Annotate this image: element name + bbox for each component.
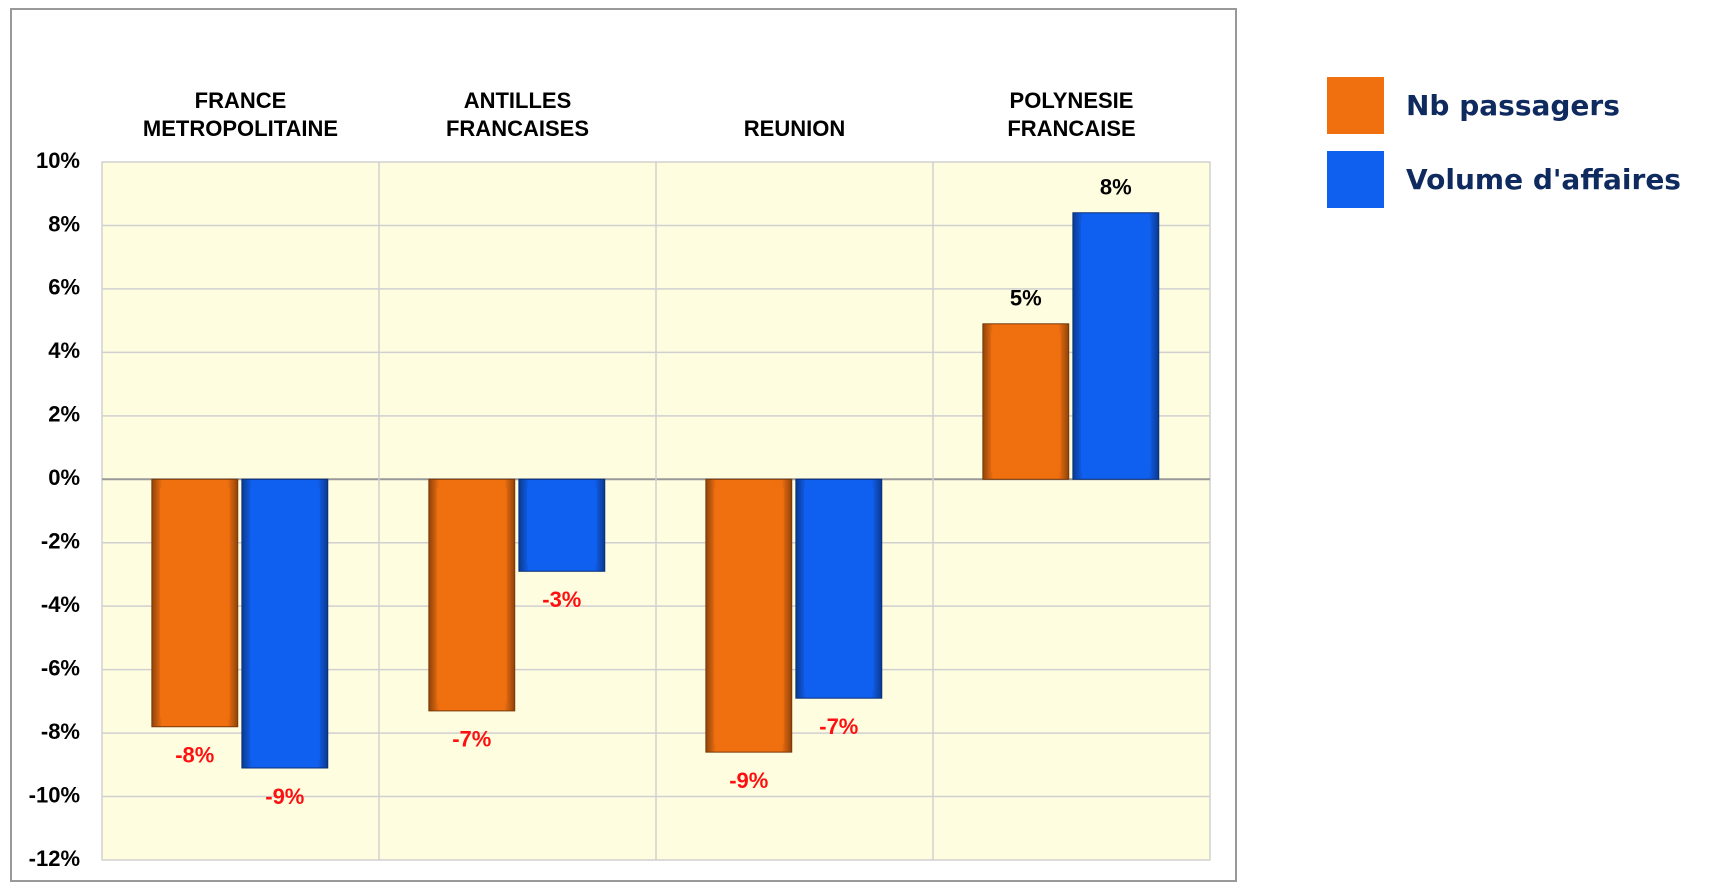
- y-tick-label: 2%: [48, 402, 80, 427]
- bar-bevel: [436, 487, 507, 703]
- value-label: -8%: [175, 743, 214, 768]
- y-tick-label: -6%: [41, 655, 80, 680]
- value-label: -3%: [542, 587, 581, 612]
- x-tick-label: FRANCE METROPOLITAINE: [143, 88, 338, 141]
- bar-bevel: [713, 487, 784, 745]
- y-tick-label: 10%: [36, 148, 80, 173]
- legend-label: Volume d'affaires: [1406, 163, 1681, 196]
- bar-bevel: [249, 487, 320, 760]
- bar-bevel: [803, 487, 874, 691]
- y-tick-label: -2%: [41, 529, 80, 554]
- x-tick-label: POLYNESIE FRANCAISE: [1007, 88, 1135, 141]
- y-tick-label: -12%: [29, 846, 80, 871]
- y-tick-label: -4%: [41, 592, 80, 617]
- value-label: -9%: [729, 768, 768, 793]
- bar-bevel: [990, 331, 1061, 472]
- bar-bevel: [159, 487, 230, 719]
- value-label: 8%: [1100, 175, 1132, 200]
- x-tick-label: ANTILLES FRANCAISES: [446, 88, 589, 141]
- legend-label: Nb passagers: [1406, 89, 1620, 122]
- y-tick-label: 6%: [48, 275, 80, 300]
- y-tick-label: 8%: [48, 211, 80, 236]
- bar-bevel: [526, 487, 597, 564]
- y-tick-label: -10%: [29, 782, 80, 807]
- bar-bevel: [1080, 220, 1151, 472]
- legend-swatch: [1327, 151, 1384, 208]
- value-label: 5%: [1010, 286, 1042, 311]
- value-label: -7%: [452, 727, 491, 752]
- y-tick-label: -8%: [41, 719, 80, 744]
- x-tick-label: REUNION: [744, 116, 845, 141]
- y-tick-label: 0%: [48, 465, 80, 490]
- value-label: -9%: [265, 784, 304, 809]
- y-tick-label: 4%: [48, 338, 80, 363]
- legend-swatch: [1327, 77, 1384, 134]
- value-label: -7%: [819, 714, 858, 739]
